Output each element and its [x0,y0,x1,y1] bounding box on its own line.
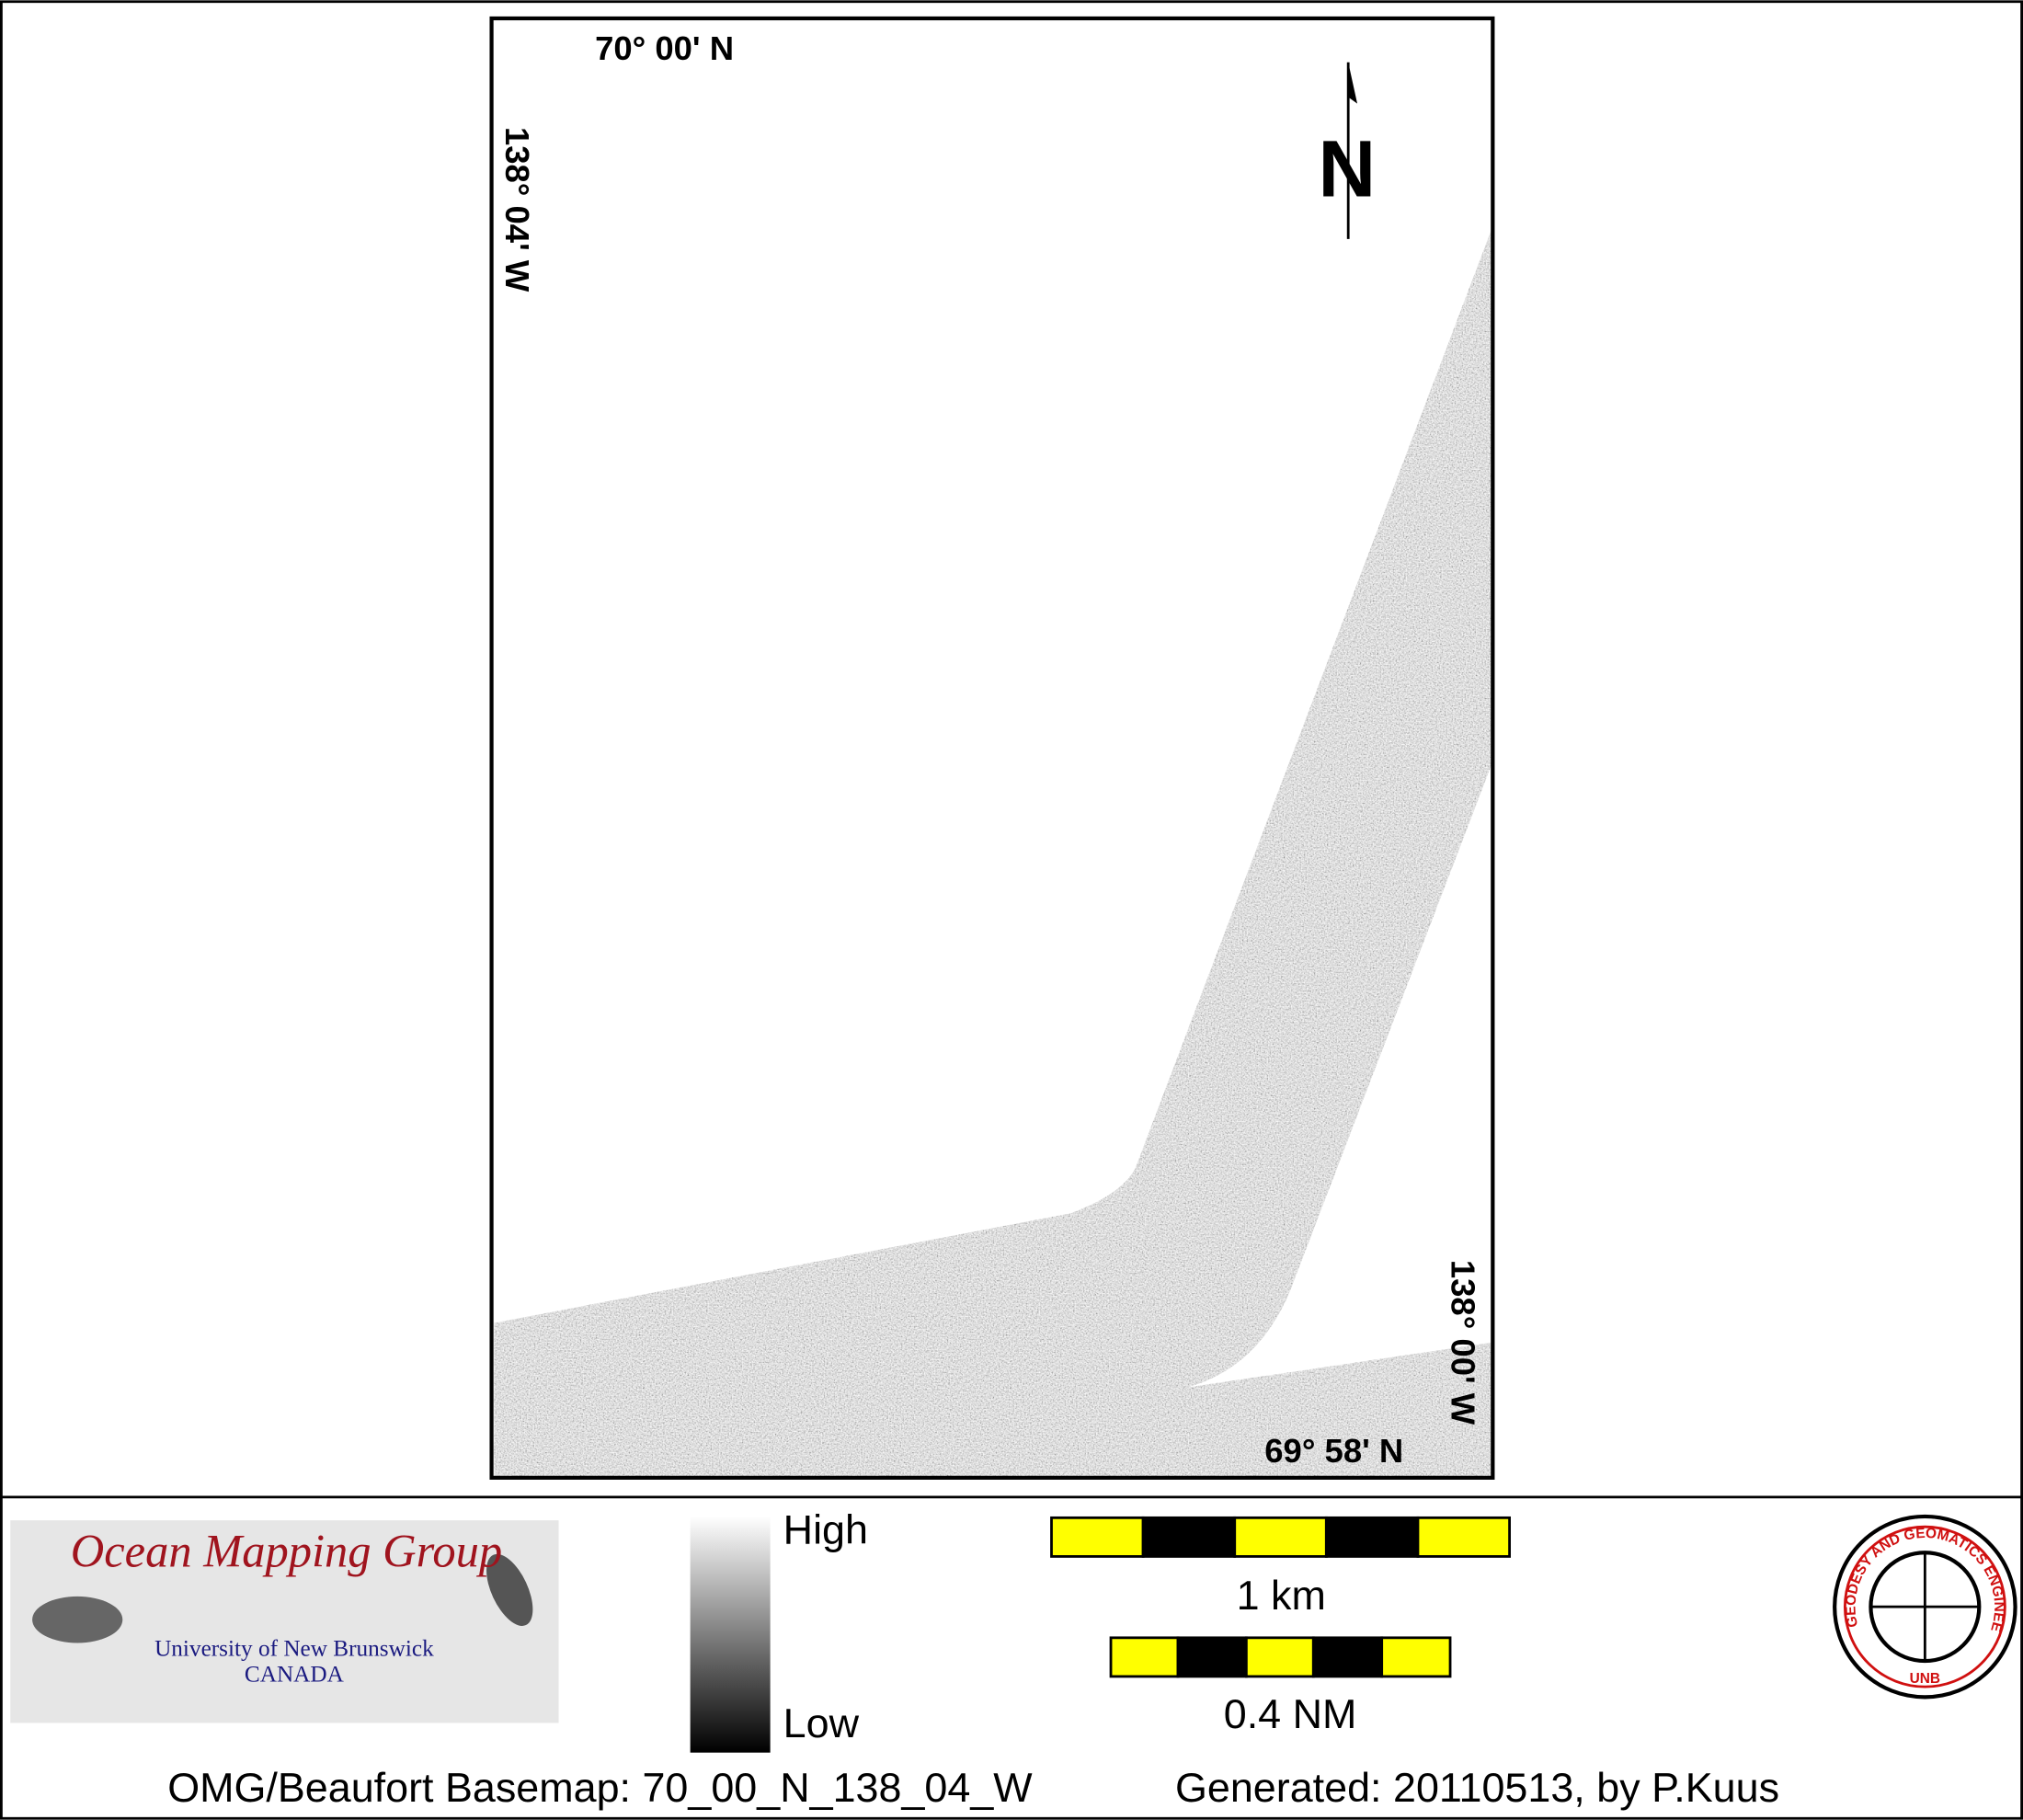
lat-label: 70° 00' N [595,29,734,67]
footer-basemap: OMG/Beaufort Basemap: 70_00_N_138_04_W [167,1764,1033,1811]
footer-generated: Generated: 20110513, by P.Kuus [1175,1764,1779,1811]
logo: Ocean Mapping Group University of New Br… [10,1520,559,1723]
legend-high: High [783,1505,868,1552]
legend-low: Low [783,1700,860,1746]
logo-title: Ocean Mapping Group [71,1526,502,1577]
scale-bar [1050,1516,1511,1558]
scale-label: 0.4 NM [1224,1690,1357,1737]
logo-country: CANADA [245,1662,345,1688]
backscatter-mosaic [494,229,1492,1477]
scale-label: 1 km [1237,1572,1326,1619]
lat-label: 69° 58' N [1264,1432,1403,1470]
map-frame [489,16,1495,1480]
colorbar [690,1516,771,1753]
logo-university: University of New Brunswick [154,1635,434,1661]
lon-label: 138° 04' W [498,127,536,292]
lon-label: 138° 00' W [1444,1260,1481,1425]
north-label: N [1318,125,1376,214]
seal-name: UNB [1910,1671,1940,1687]
scale-bar [1109,1636,1452,1678]
swath [494,229,1492,1477]
north-arrow: N [1318,62,1376,239]
